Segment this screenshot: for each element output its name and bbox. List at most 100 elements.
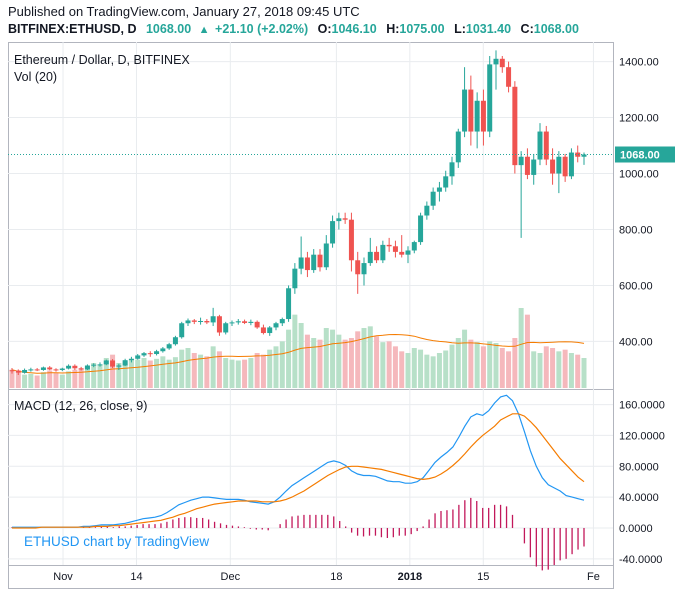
last-price-badge <box>615 146 675 163</box>
candlesticks[interactable] <box>9 50 587 376</box>
volume-bar <box>487 341 493 388</box>
volume-bar <box>512 338 518 388</box>
volume-bar <box>72 369 78 388</box>
candle-body <box>380 244 386 261</box>
candle-body <box>524 156 530 175</box>
volume-bar <box>506 351 512 388</box>
candle-body <box>279 319 285 324</box>
candle-body <box>147 353 153 355</box>
candle-body <box>273 323 279 328</box>
volume-bar <box>229 359 235 388</box>
low-value: 1031.40 <box>465 22 512 36</box>
signal-line <box>12 413 585 529</box>
candle-body <box>172 337 178 345</box>
candle-body <box>179 323 185 338</box>
volume-bar <box>348 338 354 388</box>
candle-body <box>399 251 405 255</box>
candle-body <box>311 254 317 271</box>
volume-bar <box>28 373 34 388</box>
volume-bar <box>380 342 386 388</box>
volume-bar <box>304 334 310 388</box>
symbol-label[interactable]: BITFINEX:ETHUSD, D <box>8 22 137 36</box>
candle-body <box>348 219 354 261</box>
volume-bar <box>172 357 178 388</box>
candle-body <box>374 251 380 261</box>
volume-bar <box>116 363 122 388</box>
volume-bar <box>374 336 380 388</box>
candle-body <box>160 348 166 352</box>
candle-body <box>292 268 298 289</box>
volume-bar <box>455 338 461 388</box>
volume-bar <box>242 359 248 388</box>
price-tick-label: 1400.00 <box>619 57 659 69</box>
volume-ma-line <box>11 333 585 374</box>
volume-bar <box>122 361 128 388</box>
candle-body <box>28 369 34 371</box>
candle-body <box>323 243 329 268</box>
last-price-line: 1068.00 <box>8 146 675 163</box>
candle-body <box>78 368 84 370</box>
time-tick-label: Dec <box>221 571 241 583</box>
candle-body <box>260 327 266 334</box>
time-tick-label: 15 <box>477 571 489 583</box>
grid-lines <box>8 42 613 565</box>
candle-body <box>424 205 430 216</box>
high-label: H: <box>386 22 400 36</box>
volume-bar <box>235 360 241 388</box>
price-change: +21.10 (+2.02%) <box>215 22 309 36</box>
volume-bar <box>166 359 172 388</box>
volume-bars <box>9 308 587 388</box>
candle-body <box>342 218 348 220</box>
volume-bar <box>160 356 166 388</box>
volume-bar <box>424 354 430 388</box>
volume-bar <box>330 329 336 388</box>
volume-bar <box>493 343 499 388</box>
candle-body <box>550 159 556 174</box>
volume-bar <box>216 351 222 388</box>
candle-body <box>304 257 310 271</box>
candle-body <box>91 364 97 366</box>
volume-bar <box>147 360 153 388</box>
up-arrow-icon: ▲ <box>198 24 210 36</box>
macd-lines <box>12 394 585 529</box>
candle-body <box>122 360 128 366</box>
volume-bar <box>405 353 411 388</box>
volume-bar <box>543 346 549 388</box>
volume-bar <box>59 374 65 388</box>
candle-body <box>556 156 562 174</box>
time-tick-label: 14 <box>130 571 142 583</box>
candle-body <box>72 365 78 369</box>
volume-bar <box>260 354 266 388</box>
axis-labels: 1400.00 1200.00 1000.00 800.00 600.00 400.00 N… <box>53 57 665 583</box>
volume-bar <box>9 369 15 388</box>
candle-body <box>411 242 417 251</box>
price-tick-label: 600.00 <box>619 280 653 292</box>
volume-bar <box>15 373 21 388</box>
chart-frame <box>8 42 614 589</box>
tradingview-watermark[interactable]: ETHUSD chart by TradingView <box>24 534 209 549</box>
candle-body <box>103 360 109 365</box>
candle-body <box>543 131 549 160</box>
time-tick-label: Nov <box>53 571 73 583</box>
volume-bar <box>355 331 361 388</box>
volume-bar <box>298 323 304 388</box>
candle-body <box>518 156 524 166</box>
volume-bar <box>581 358 587 388</box>
candle-body <box>499 58 505 68</box>
candle-body <box>135 355 141 359</box>
volume-bar <box>223 358 229 388</box>
candle-body <box>468 89 474 132</box>
volume-bar <box>185 348 191 388</box>
volume-bar <box>336 334 342 388</box>
price-tick-label: 1000.00 <box>619 169 659 181</box>
candle-body <box>223 323 229 333</box>
candle-body <box>436 187 442 192</box>
candle-body <box>185 320 191 324</box>
macd-tick-label: 0.0000 <box>619 523 653 535</box>
candle-body <box>235 321 241 323</box>
close-label: C: <box>520 22 534 36</box>
volume-bar <box>562 349 568 388</box>
volume-bar <box>443 350 449 388</box>
candle-body <box>286 288 292 320</box>
